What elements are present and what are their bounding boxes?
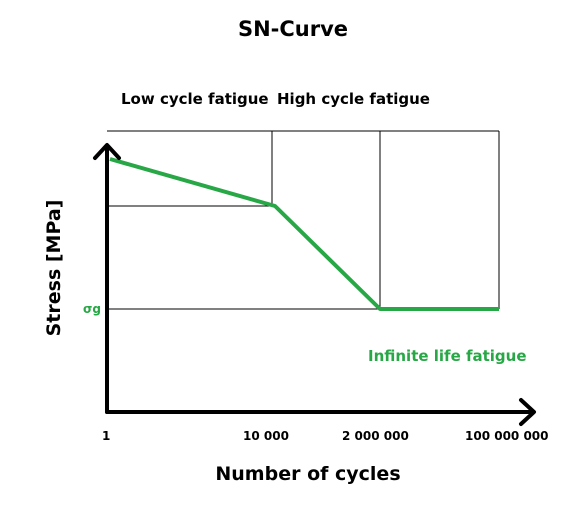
- x-tick-labels: 1 10 000 2 000 000 100 000 000: [102, 429, 549, 443]
- low-cycle-label: Low cycle fatigue: [121, 90, 269, 108]
- high-cycle-label: High cycle fatigue: [277, 90, 430, 108]
- x-axis-label: Number of cycles: [215, 463, 400, 485]
- sigma-g-label: σg: [83, 302, 101, 316]
- grid-lines: [107, 130, 500, 310]
- x-tick-label: 100 000 000: [465, 429, 549, 443]
- chart-title: SN-Curve: [238, 17, 348, 41]
- axes: [93, 143, 536, 426]
- sn-curve-line: [109, 157, 499, 311]
- x-tick-label: 2 000 000: [342, 429, 409, 443]
- x-tick-label: 10 000: [243, 429, 289, 443]
- infinite-life-label: Infinite life fatigue: [368, 347, 527, 365]
- x-tick-label: 1: [102, 429, 110, 443]
- y-axis-label: Stress [MPa]: [43, 200, 65, 337]
- y-axis-arrowhead: [93, 143, 121, 160]
- x-axis-arrowhead: [519, 398, 536, 426]
